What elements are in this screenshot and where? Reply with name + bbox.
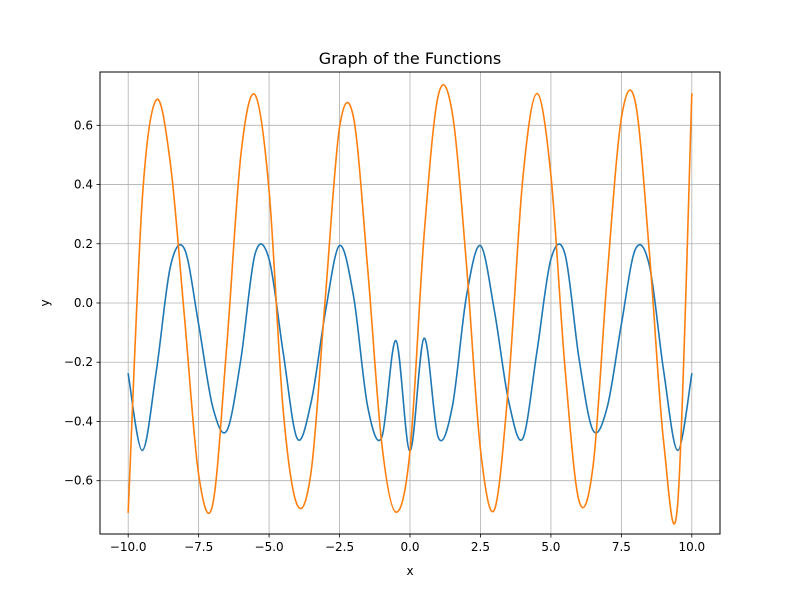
y-tick-label: 0.0: [74, 296, 93, 310]
x-tick-label: 2.5: [471, 540, 490, 554]
y-tick-label: −0.6: [64, 474, 93, 488]
y-tick-label: 0.2: [74, 237, 93, 251]
y-tick-label: −0.4: [64, 414, 93, 428]
x-tick-label: −7.5: [184, 540, 213, 554]
x-tick-label: −5.0: [255, 540, 284, 554]
y-axis: −0.6 −0.4 −0.2 0.0 0.2 0.4 0.6: [64, 118, 100, 488]
y-tick-label: −0.2: [64, 355, 93, 369]
x-tick-label: 7.5: [612, 540, 631, 554]
y-axis-label: y: [38, 299, 52, 306]
y-tick-label: 0.4: [74, 178, 93, 192]
x-axis: −10.0 −7.5 −5.0 −2.5 0.0 2.5 5.0 7.5 10.0: [110, 534, 705, 554]
x-tick-label: −10.0: [110, 540, 147, 554]
x-tick-label: 0.0: [400, 540, 419, 554]
chart-title: Graph of the Functions: [319, 49, 501, 68]
series-line-2: [127, 84, 693, 525]
grid: [100, 72, 720, 534]
y-tick-label: 0.6: [74, 118, 93, 132]
x-tick-label: 5.0: [541, 540, 560, 554]
x-tick-label: −2.5: [325, 540, 354, 554]
x-tick-label: 10.0: [678, 540, 705, 554]
series-group: [127, 84, 693, 525]
x-axis-label: x: [406, 564, 413, 578]
